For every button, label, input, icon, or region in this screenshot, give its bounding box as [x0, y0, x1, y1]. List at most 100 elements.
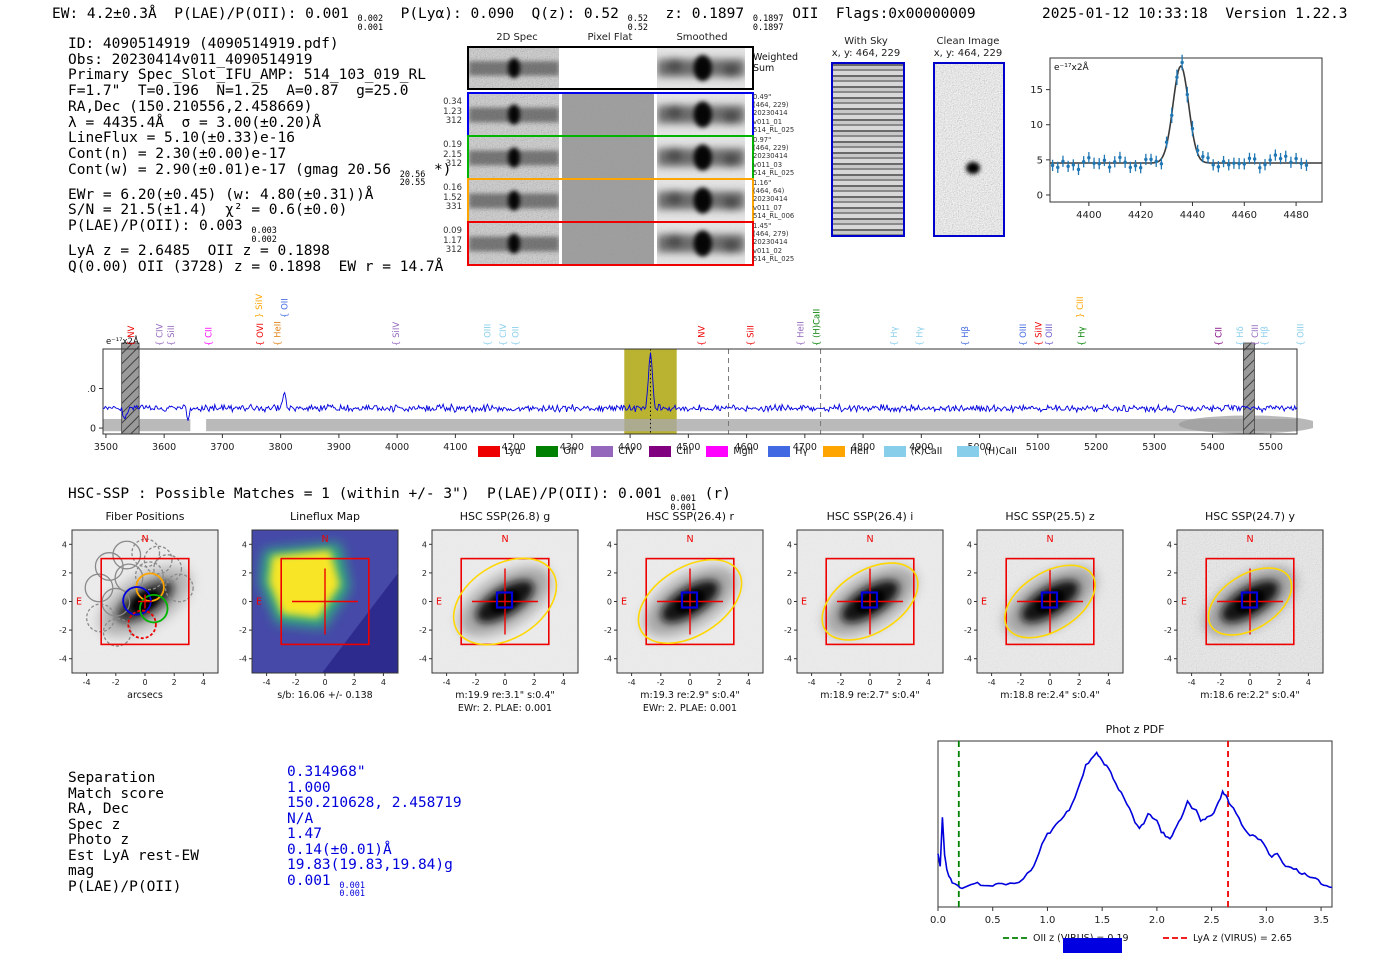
svg-text:EWr: 2. PLAE: 0.001: EWr: 2. PLAE: 0.001	[458, 703, 552, 714]
svg-text:-4: -4	[628, 678, 636, 687]
svg-text:-2: -2	[472, 678, 480, 687]
svg-text:0: 0	[1247, 678, 1252, 687]
svg-text:0.5: 0.5	[985, 915, 1001, 926]
svg-text:3700: 3700	[210, 442, 234, 453]
legend-label: HeII	[850, 446, 869, 457]
svg-text:0: 0	[62, 598, 67, 607]
svg-text:-4: -4	[1164, 655, 1172, 664]
svg-text:m:18.8 re:2.4" s:0.4": m:18.8 re:2.4" s:0.4"	[1000, 690, 1100, 701]
match-row-label: Spec z	[68, 816, 121, 833]
svg-text:4: 4	[381, 678, 386, 687]
svg-text:-2: -2	[112, 678, 120, 687]
svg-text:E: E	[256, 597, 262, 608]
info-line: RA,Dec (150.210556,2.458669)	[68, 98, 313, 115]
match-row-value: 150.210628, 2.458719	[287, 795, 462, 811]
match-row-value: 19.83(19.83,19.84)g	[287, 857, 453, 873]
match-row-value: 0.14(±0.01)Å	[287, 841, 392, 858]
spec2d-smooth-image	[657, 137, 745, 178]
svg-text:4600: 4600	[735, 442, 759, 453]
legend-swatch	[823, 446, 845, 457]
svg-text:1.5: 1.5	[1094, 915, 1110, 926]
spectral-line-label: { OII	[281, 298, 291, 318]
legend-swatch	[536, 446, 559, 457]
spectrum-line-legend: Lyα OII CIV CIII MgII Hγ HeII (K)CaII (H)CaII	[478, 446, 1017, 457]
svg-text:-2: -2	[1017, 678, 1025, 687]
svg-text:5000: 5000	[967, 442, 991, 453]
spec2d-smooth-image	[657, 223, 745, 264]
svg-text:s/b: 16.06 +/- 0.138: s/b: 16.06 +/- 0.138	[277, 690, 372, 701]
spec2d-smooth-image	[657, 180, 745, 221]
with-sky-stripes	[833, 64, 903, 235]
svg-text:-2: -2	[1164, 626, 1172, 635]
spec2d-flat-image	[562, 180, 654, 221]
svg-text:4800: 4800	[851, 442, 875, 453]
legend-swatch	[768, 446, 791, 457]
legend-label: MgII	[733, 446, 754, 457]
legend-item: CIII	[649, 446, 691, 457]
svg-text:-4: -4	[263, 678, 271, 687]
spec2d-flat-image	[562, 137, 654, 178]
spectral-line-label: { OIII	[1296, 324, 1306, 346]
svg-text:4: 4	[746, 678, 751, 687]
spec2d-flatwhite-image	[562, 48, 654, 88]
line-fit-plot: 4400 4420 4440 4460 4480 0 5 10 15 e⁻¹⁷x2Å	[1030, 54, 1323, 221]
svg-text:-2: -2	[657, 678, 665, 687]
spec2d-row-left-labels: 0.09 1.17 312	[443, 226, 462, 255]
legend-item: CIV	[591, 446, 634, 457]
svg-text:4: 4	[422, 540, 427, 549]
header-summary: EW: 4.2±0.3Å P(LAE)/P(OII): 0.001 0.002 0…	[52, 6, 976, 33]
legend-item: MgII	[706, 446, 753, 457]
spec2d-noise-image	[469, 180, 559, 221]
svg-text:-4: -4	[419, 655, 427, 664]
svg-text:2: 2	[1077, 678, 1082, 687]
svg-text:-4: -4	[808, 678, 816, 687]
spec2d-flat-image	[562, 223, 654, 264]
spectral-line-label: { CIV	[499, 323, 509, 346]
svg-text:4: 4	[561, 678, 566, 687]
spec2d-flat-image	[562, 94, 654, 135]
svg-text:-4: -4	[59, 655, 67, 664]
svg-text:e⁻¹⁷x2Å: e⁻¹⁷x2Å	[106, 335, 139, 347]
legend-item: (K)CaII	[883, 446, 943, 457]
spec2d-row	[467, 46, 754, 90]
spectral-line-label: { OIII	[1019, 324, 1029, 346]
spectral-line-label: } CIII	[1076, 296, 1086, 318]
svg-text:-4: -4	[604, 655, 612, 664]
spectral-line-label: { SiII	[747, 325, 757, 346]
svg-text:2.5: 2.5	[1204, 915, 1220, 926]
legend-swatch	[883, 446, 906, 457]
svg-text:10: 10	[1030, 120, 1043, 131]
svg-text:E: E	[1181, 597, 1187, 608]
clean-image-noise	[935, 64, 1003, 235]
svg-text:4: 4	[1167, 540, 1172, 549]
with-sky-image	[831, 62, 905, 237]
match-row-label: Separation	[68, 770, 156, 786]
detection-info-block: ID: 4090514919 (4090514919.pdf) Obs: 2023…	[68, 36, 452, 275]
svg-text:4: 4	[242, 540, 247, 549]
info-line: Obs: 20230414v011_4090514919	[68, 51, 313, 68]
svg-text:0: 0	[502, 678, 507, 687]
spec2d-row-left-labels: 0.16 1.52 331	[443, 183, 462, 212]
info-line: Cont(w) = 2.90(±0.01)e-17 (gmag 20.56 20…	[68, 161, 452, 189]
spec2d-row-right-labels: 1.16" (464, 64) 20230414 v011_07 514_RL_006	[753, 179, 795, 220]
spectral-line-label: { CIV	[155, 323, 165, 346]
svg-text:2: 2	[242, 569, 247, 578]
svg-text:N: N	[501, 534, 508, 545]
svg-text:E: E	[801, 597, 807, 608]
legend-label: (K)CaII	[910, 446, 943, 457]
spectral-line-label: { SiIV	[392, 322, 402, 346]
spec2d-col-header-2dspec: 2D Spec	[496, 32, 538, 43]
svg-text:1.0: 1.0	[1039, 915, 1055, 926]
info-line: λ = 4435.4Å σ = 3.00(±0.20)Å	[68, 114, 322, 131]
svg-text:HSC SSP(26.8) g: HSC SSP(26.8) g	[460, 510, 551, 523]
svg-text:N: N	[321, 534, 328, 545]
match-row-value: 0.314968"	[287, 764, 366, 780]
svg-text:HSC SSP(26.4) i: HSC SSP(26.4) i	[827, 510, 914, 523]
svg-text:4700: 4700	[793, 442, 817, 453]
svg-text:4000: 4000	[385, 442, 409, 453]
svg-text:m:18.6 re:2.2" s:0.4": m:18.6 re:2.2" s:0.4"	[1200, 690, 1300, 701]
svg-text:e⁻¹⁷x2Å: e⁻¹⁷x2Å	[1054, 61, 1090, 73]
svg-text:-4: -4	[964, 655, 972, 664]
info-line: ID: 4090514919 (4090514919.pdf)	[68, 36, 339, 52]
